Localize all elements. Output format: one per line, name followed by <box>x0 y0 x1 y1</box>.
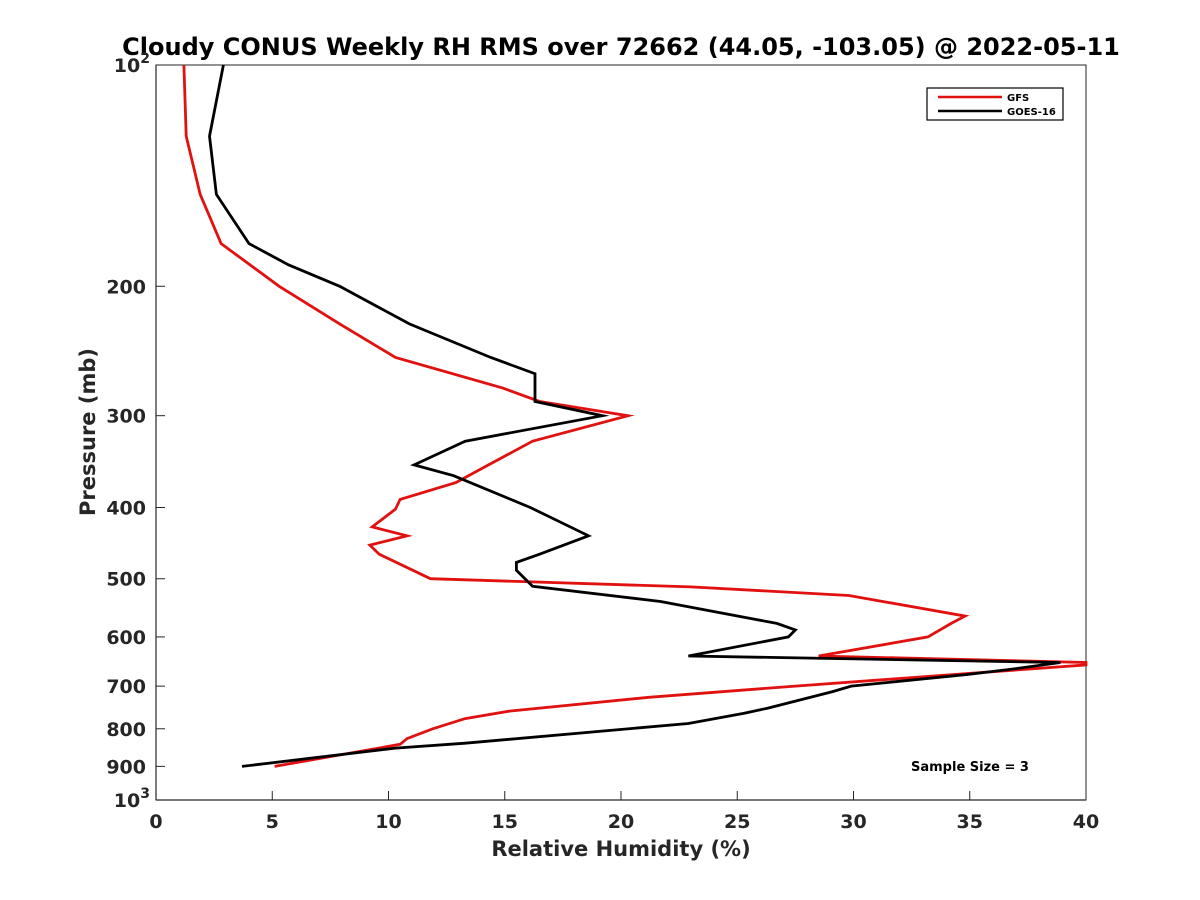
x-tick-label: 5 <box>266 811 279 833</box>
y-tick-label: 900 <box>106 756 146 778</box>
x-tick-label: 35 <box>957 811 983 833</box>
y-axis-label: Pressure (mb) <box>76 348 100 516</box>
y-tick-label: 300 <box>106 406 146 428</box>
sample-size-annotation: Sample Size = 3 <box>911 760 1029 775</box>
y-tick-label: 800 <box>106 719 146 741</box>
series-line-gfs <box>182 64 1088 768</box>
y-tick-label: 700 <box>106 676 146 698</box>
plot-area <box>155 64 1087 801</box>
legend-label-gfs: GFS <box>1007 93 1029 104</box>
x-tick-label: 40 <box>1073 811 1099 833</box>
series-layer <box>182 64 1088 768</box>
y-tick-label: 200 <box>106 276 146 298</box>
y-tick-label: 600 <box>106 627 146 649</box>
x-tick-label: 15 <box>492 811 518 833</box>
chart-title: Cloudy CONUS Weekly RH RMS over 72662 (4… <box>122 33 1120 61</box>
legend: GFS GOES-16 <box>926 87 1064 121</box>
y-axis: 102 200 300 400 500 600 700 800 900 103 <box>106 51 165 812</box>
y-tick-label: 103 <box>114 786 150 812</box>
x-tick-label: 0 <box>149 811 162 833</box>
y-tick-label: 102 <box>114 51 150 77</box>
legend-box <box>926 87 1064 121</box>
y-tick-label: 400 <box>106 498 146 520</box>
x-tick-label: 25 <box>724 811 750 833</box>
x-tick-label: 10 <box>375 811 401 833</box>
x-tick-label: 20 <box>608 811 634 833</box>
x-axis: 0 5 10 15 20 25 30 35 40 <box>149 791 1099 833</box>
x-tick-label: 30 <box>840 811 866 833</box>
series-line-goes-16 <box>208 64 1061 768</box>
plot-frame <box>155 64 1087 801</box>
y-tick-label: 500 <box>106 569 146 591</box>
x-axis-label: Relative Humidity (%) <box>491 837 750 861</box>
legend-label-goes-16: GOES-16 <box>1007 107 1056 118</box>
